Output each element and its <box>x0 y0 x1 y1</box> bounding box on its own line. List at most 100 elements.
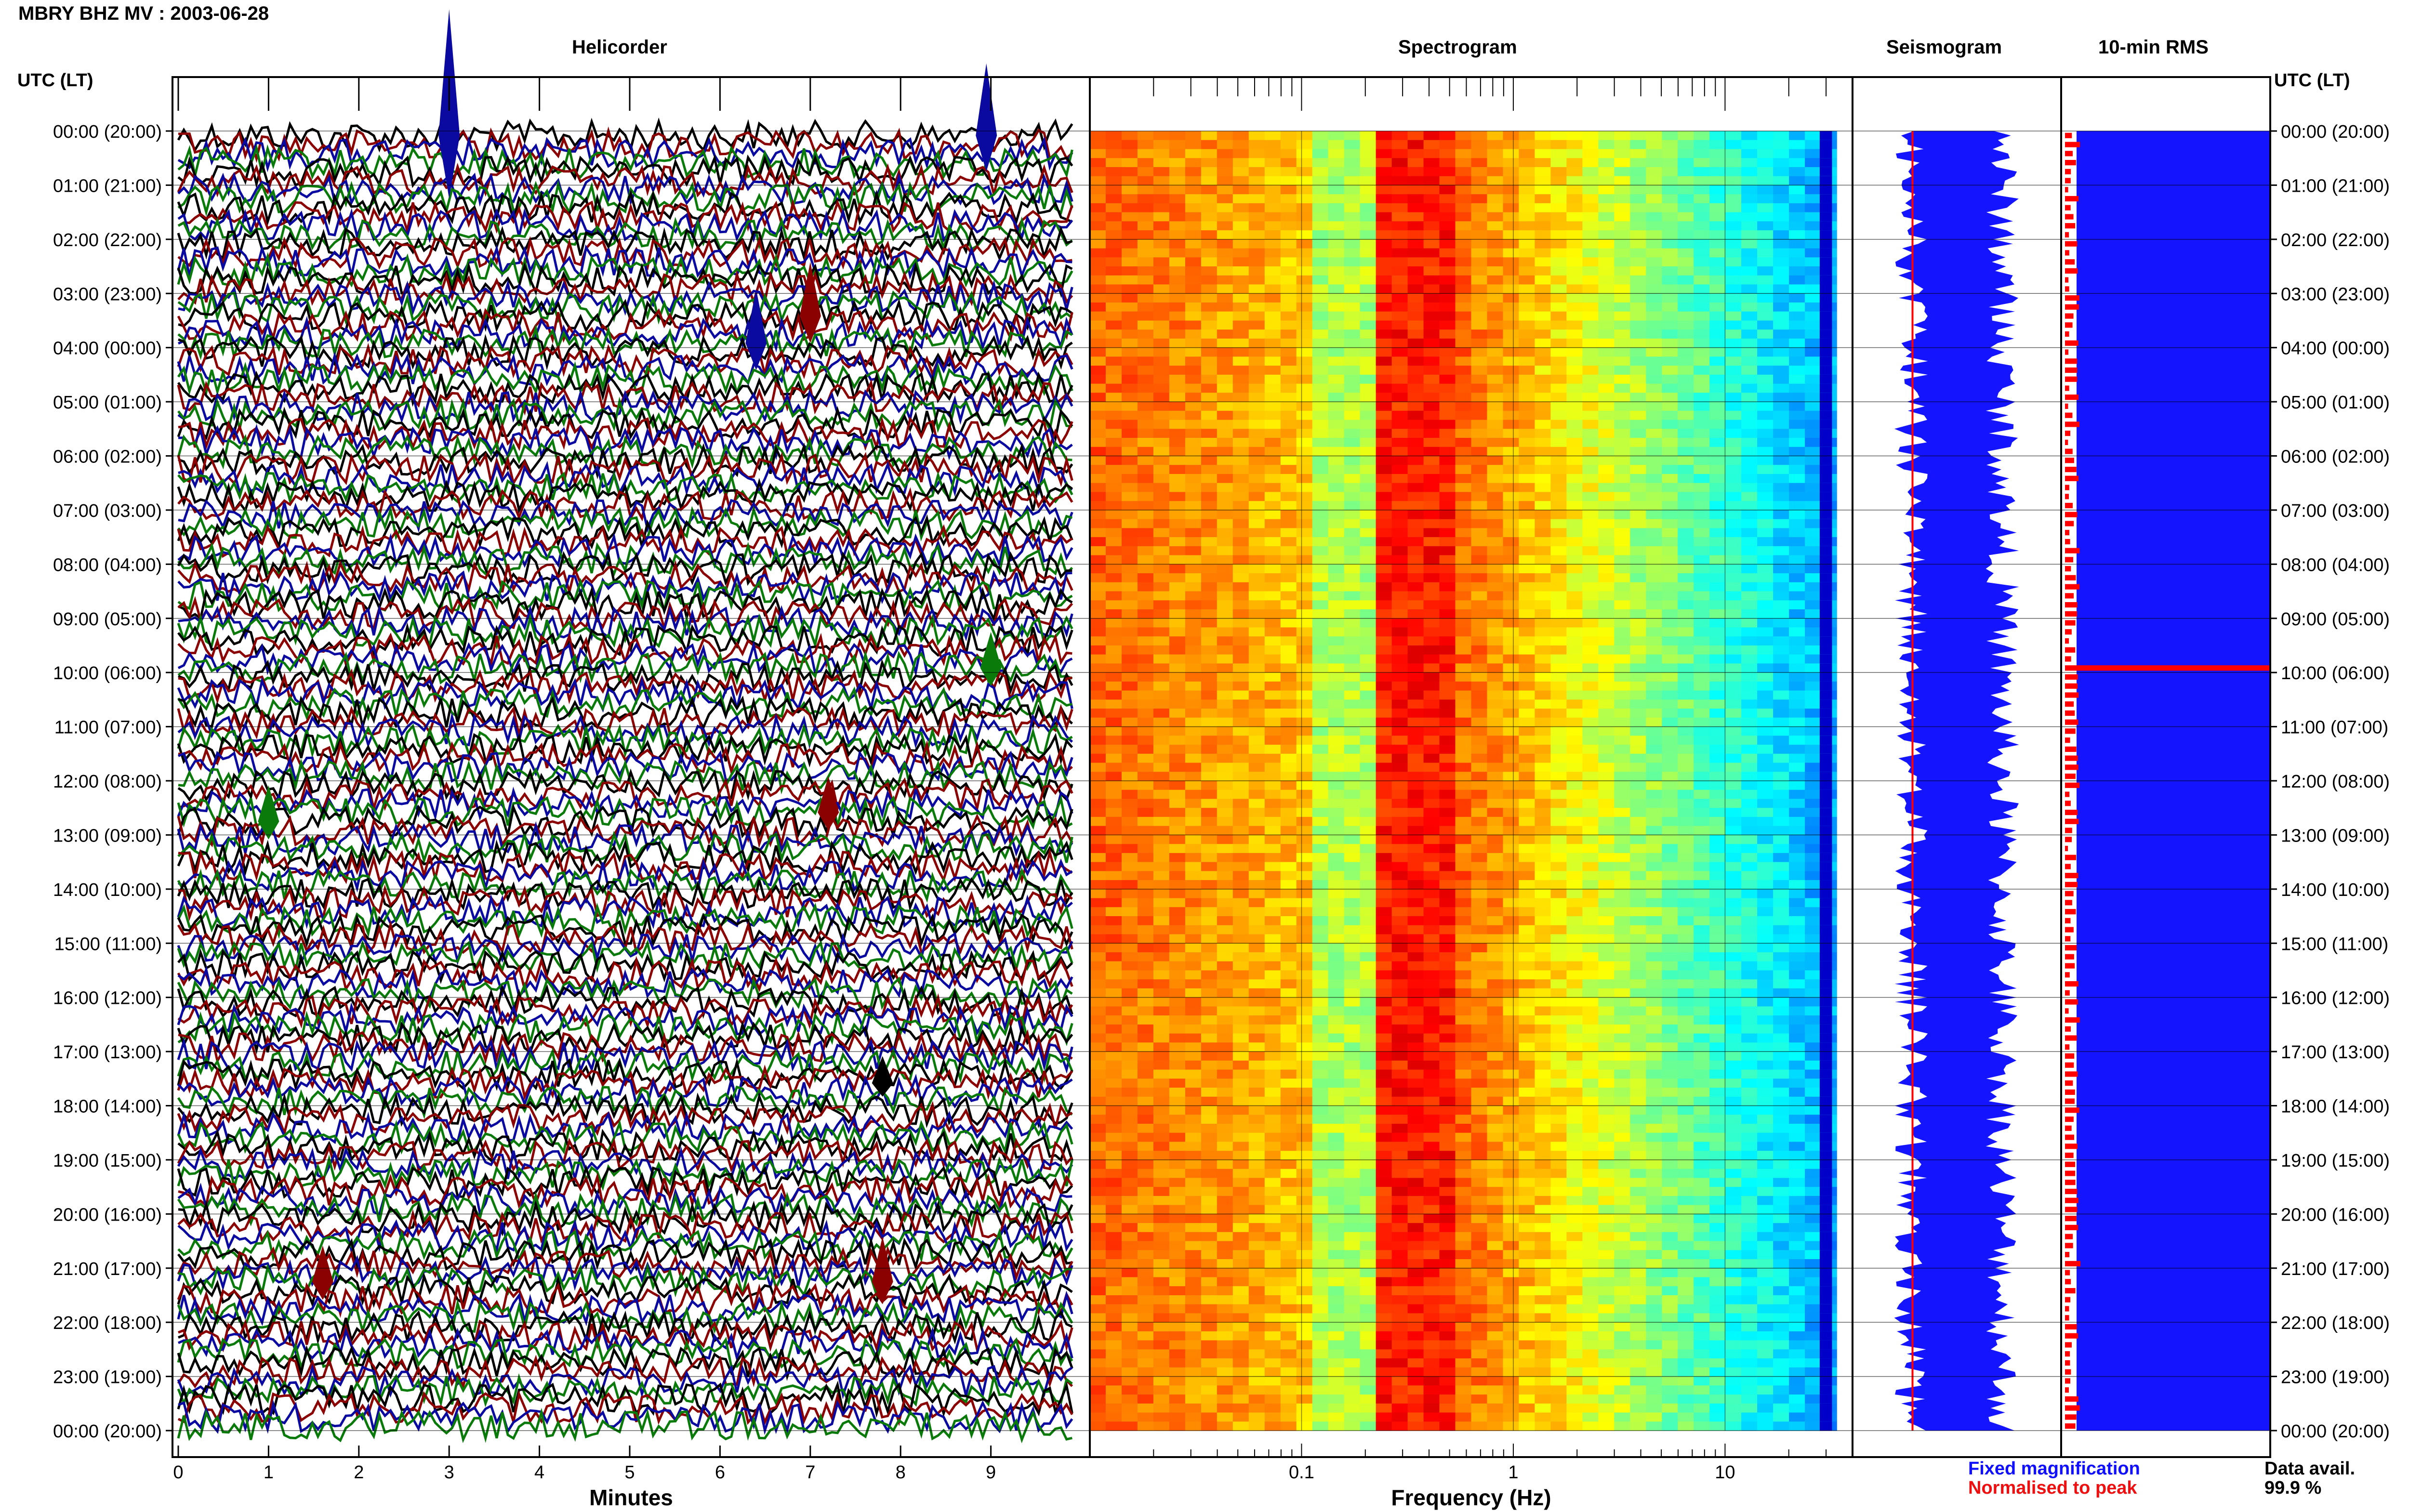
spectrogram-cell <box>1678 799 1694 808</box>
spectrogram-cell <box>1328 681 1345 691</box>
spectrogram-cell <box>1312 338 1329 348</box>
spectrogram-cell <box>1312 763 1329 772</box>
spectrogram-cell <box>1169 374 1186 384</box>
spectrogram-cell <box>1757 934 1774 944</box>
spectrogram-cell <box>1566 1033 1583 1043</box>
spectrogram-cell <box>1741 483 1758 492</box>
spectrogram-cell <box>1296 203 1313 213</box>
spectrogram-cell <box>1169 366 1186 375</box>
spectrogram-cell <box>1598 230 1615 240</box>
spectrogram-cell <box>1407 709 1424 718</box>
spectrogram-cell <box>1423 717 1440 727</box>
spectrogram-cell <box>1535 627 1551 637</box>
spectrogram-cell <box>1280 1033 1297 1043</box>
spectrogram-cell <box>1328 149 1345 158</box>
spectrogram-cell <box>1280 663 1297 673</box>
spectrogram-cell <box>1550 690 1567 700</box>
spectrogram-cell <box>1773 618 1789 628</box>
helicorder-event <box>258 785 279 840</box>
spectrogram-cell <box>1090 745 1106 754</box>
spectrogram-cell <box>1709 645 1726 655</box>
spectrogram-cell <box>1137 410 1154 420</box>
spectrogram-cell <box>1169 438 1186 447</box>
spectrogram-cell <box>1566 717 1583 727</box>
spectrogram-cell <box>1122 663 1138 673</box>
spectrogram-cell <box>1487 663 1504 673</box>
spectrogram-cell <box>1391 916 1408 926</box>
spectrogram-cell <box>1741 438 1758 447</box>
spectrogram-cell <box>1789 329 1805 339</box>
spectrogram-cell <box>1137 880 1154 890</box>
spectrogram-cell <box>1646 176 1663 185</box>
spectrogram-cell <box>1805 347 1821 357</box>
spectrogram-cell <box>1122 212 1138 222</box>
spectrogram-cell <box>1741 194 1758 204</box>
spectrogram-cell <box>1344 131 1361 141</box>
spectrogram-cell <box>1217 726 1233 736</box>
spectrogram-cell <box>1757 447 1774 456</box>
spectrogram-cell <box>1582 582 1599 592</box>
spectrogram-cell <box>1122 880 1138 890</box>
spectrogram-cell <box>1391 420 1408 429</box>
spectrogram-cell <box>1280 862 1297 871</box>
spectrogram-cell <box>1407 573 1424 583</box>
spectrogram-cell <box>1106 681 1122 691</box>
spectrogram-cell <box>1598 429 1615 438</box>
spectrogram-cell <box>1805 645 1821 655</box>
spectrogram-cell <box>1709 257 1726 267</box>
spectrogram-cell <box>1725 420 1742 429</box>
spectrogram-cell <box>1519 239 1535 249</box>
spectrogram-cell <box>1376 203 1392 213</box>
spectrogram-cell <box>1757 717 1774 727</box>
spectrogram-cell <box>1519 528 1535 538</box>
helicorder-trace <box>178 758 1073 795</box>
spectrogram-cell <box>1709 501 1726 511</box>
spectrogram-cell <box>1630 772 1647 781</box>
spectrogram-cell <box>1423 654 1440 664</box>
spectrogram-cell <box>1455 501 1472 511</box>
spectrogram-cell <box>1439 176 1456 185</box>
spectrogram-cell <box>1376 230 1392 240</box>
spectrogram-cell <box>1344 248 1361 258</box>
spectrogram-cell <box>1169 528 1186 538</box>
spectrogram-cell <box>1360 248 1377 258</box>
spectrogram-cell <box>1264 275 1281 285</box>
spectrogram-cell <box>1805 979 1821 989</box>
spectrogram-cell <box>1376 528 1392 538</box>
spectrogram-cell <box>1344 781 1361 790</box>
spectrogram-cell <box>1328 1006 1345 1016</box>
spectrogram-cell <box>1503 681 1520 691</box>
spectrogram-cell <box>1185 645 1202 655</box>
spectrogram-cell <box>1582 753 1599 763</box>
spectrogram-cell <box>1248 266 1265 276</box>
spectrogram-cell <box>1391 1024 1408 1034</box>
spectrogram-cell <box>1678 564 1694 574</box>
spectrogram-cell <box>1280 627 1297 637</box>
spectrogram-cell <box>1789 1024 1805 1034</box>
spectrogram-cell <box>1280 158 1297 168</box>
spectrogram-cell <box>1090 230 1106 240</box>
spectrogram-cell <box>1264 645 1281 655</box>
spectrogram-cell <box>1217 429 1233 438</box>
spectrogram-cell <box>1455 1006 1472 1016</box>
utc-header-right: UTC (LT) <box>2274 70 2350 91</box>
spectrogram-cell <box>1217 474 1233 484</box>
spectrogram-cell <box>1598 140 1615 149</box>
spectrogram-cell <box>1137 465 1154 474</box>
spectrogram-cell <box>1328 970 1345 980</box>
spectrogram-cell <box>1819 772 1832 781</box>
spectrogram-cell <box>1519 645 1535 655</box>
spectrogram-cell <box>1439 212 1456 222</box>
spectrogram-cell <box>1646 474 1663 484</box>
spectrogram-cell <box>1407 356 1424 366</box>
spectrogram-cell <box>1264 329 1281 339</box>
spectrogram-cell <box>1630 393 1647 402</box>
helicorder-trace <box>177 533 1073 569</box>
spectrogram-cell <box>1694 176 1710 185</box>
spectrogram-cell <box>1169 420 1186 429</box>
spectrogram-cell <box>1391 970 1408 980</box>
spectrogram-cell <box>1503 871 1520 881</box>
spectrogram-cell <box>1360 1033 1377 1043</box>
spectrogram-cell <box>1185 636 1202 646</box>
spectrogram-cell <box>1137 988 1154 998</box>
